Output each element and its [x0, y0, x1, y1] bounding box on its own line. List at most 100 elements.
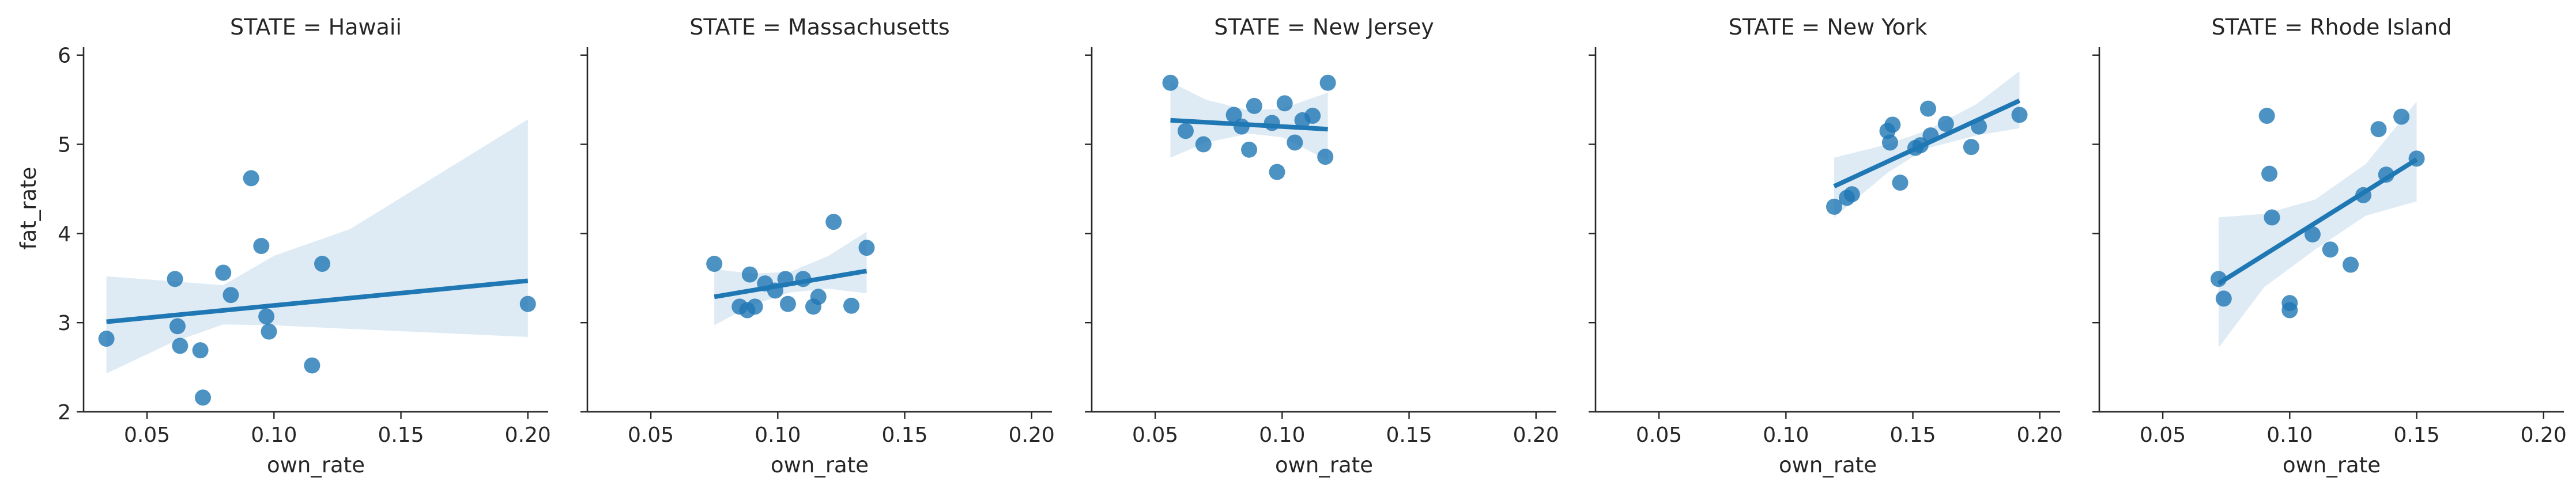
- data-point: [2281, 302, 2298, 319]
- x-tick-label: 0.15: [2393, 423, 2439, 447]
- data-point: [261, 323, 277, 340]
- data-point: [1881, 134, 1898, 151]
- data-point: [1317, 149, 1334, 165]
- data-point: [2393, 108, 2410, 125]
- data-point: [1919, 100, 1936, 117]
- x-tick-label: 0.20: [1513, 423, 1559, 447]
- data-point: [1195, 136, 1212, 153]
- data-point: [304, 357, 320, 374]
- data-point: [1269, 164, 1285, 180]
- x-tick-label: 0.15: [881, 423, 927, 447]
- data-point: [767, 282, 783, 299]
- data-point: [1241, 141, 1258, 158]
- data-point: [172, 338, 188, 354]
- data-point: [519, 295, 536, 312]
- data-point: [2264, 209, 2280, 226]
- y-axis-label: fat_rate: [16, 167, 41, 250]
- data-point: [2343, 256, 2359, 273]
- x-tick-label: 0.05: [1132, 423, 1178, 447]
- data-point: [795, 271, 812, 287]
- data-point: [1937, 115, 1954, 132]
- x-tick-label: 0.15: [378, 423, 424, 447]
- x-tick-label: 0.15: [1889, 423, 1936, 447]
- data-point: [810, 289, 827, 305]
- x-tick-label: 0.05: [1636, 423, 1682, 447]
- data-point: [1264, 115, 1280, 131]
- data-point: [2261, 165, 2278, 182]
- data-point: [314, 256, 331, 272]
- data-point: [1162, 74, 1179, 91]
- data-point: [253, 238, 270, 255]
- x-axis-label: own_rate: [771, 453, 869, 478]
- regression-line: [106, 278, 529, 324]
- data-point: [1892, 175, 1909, 191]
- data-point: [1304, 108, 1321, 124]
- data-point: [1225, 107, 1242, 123]
- x-tick-label: 0.20: [505, 423, 551, 447]
- x-tick-label: 0.05: [124, 423, 170, 447]
- x-tick-label: 0.20: [1009, 423, 1055, 447]
- confidence-band: [106, 119, 528, 374]
- y-tick-label: 5: [58, 134, 71, 157]
- facet-title: STATE = Rhode Island: [2211, 14, 2451, 40]
- data-point: [1233, 118, 1250, 135]
- facet-title: STATE = New Jersey: [1214, 14, 1434, 40]
- data-point: [195, 389, 212, 406]
- data-point: [1276, 95, 1293, 112]
- x-axis-label: own_rate: [1779, 453, 1877, 478]
- data-point: [169, 318, 186, 335]
- data-point: [779, 295, 796, 312]
- data-point: [706, 256, 723, 272]
- data-point: [222, 287, 239, 304]
- x-tick-label: 0.05: [2140, 423, 2186, 447]
- data-point: [1843, 186, 1860, 203]
- data-point: [741, 266, 758, 283]
- data-point: [2258, 108, 2275, 124]
- data-point: [858, 240, 875, 256]
- y-tick-label: 2: [58, 401, 71, 425]
- data-point: [167, 271, 183, 287]
- data-point: [2011, 107, 2028, 123]
- x-axis-label: own_rate: [267, 453, 365, 478]
- x-tick-label: 0.10: [251, 423, 297, 447]
- data-point: [2322, 241, 2339, 258]
- data-point: [192, 342, 209, 359]
- data-point: [2211, 271, 2227, 287]
- data-point: [2370, 121, 2387, 138]
- data-point: [2378, 166, 2394, 183]
- x-tick-label: 0.20: [2521, 423, 2567, 447]
- data-point: [746, 298, 763, 315]
- data-point: [1319, 74, 1336, 91]
- data-point: [98, 331, 115, 347]
- facet-title: STATE = Massachusetts: [689, 14, 949, 40]
- x-tick-label: 0.05: [628, 423, 674, 447]
- y-tick-label: 6: [58, 44, 71, 68]
- data-point: [215, 264, 232, 281]
- data-point: [2408, 150, 2425, 167]
- x-tick-label: 0.10: [755, 423, 801, 447]
- data-point: [1922, 127, 1939, 144]
- data-point: [2355, 187, 2372, 203]
- data-point: [1912, 137, 1929, 154]
- data-point: [2304, 226, 2321, 242]
- x-tick-label: 0.20: [2017, 423, 2063, 447]
- data-point: [777, 271, 794, 287]
- data-point: [1287, 134, 1303, 151]
- data-point: [243, 170, 259, 187]
- y-tick-label: 3: [58, 312, 71, 335]
- data-point: [1963, 139, 1979, 156]
- data-point: [258, 308, 275, 325]
- data-point: [1177, 123, 1194, 139]
- confidence-band: [2219, 101, 2417, 348]
- data-point: [1246, 97, 1262, 114]
- facet-title: STATE = Hawaii: [230, 14, 402, 40]
- y-tick-label: 4: [58, 222, 71, 246]
- data-point: [1884, 116, 1901, 133]
- x-tick-label: 0.10: [2266, 423, 2313, 447]
- x-axis-label: own_rate: [1275, 453, 1373, 478]
- x-tick-label: 0.10: [1763, 423, 1809, 447]
- data-point: [1971, 118, 1987, 135]
- data-point: [1826, 198, 1843, 215]
